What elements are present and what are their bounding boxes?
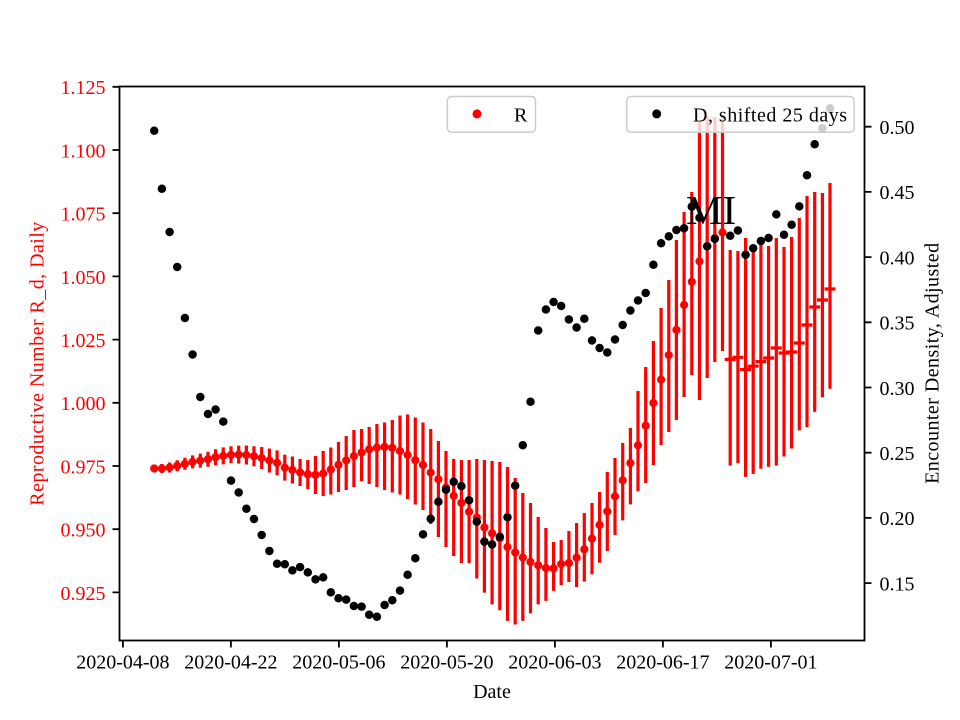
svg-text:0.925: 0.925 (61, 583, 106, 605)
svg-text:0.20: 0.20 (880, 508, 915, 530)
svg-text:Reproductive Number R_d, Daily: Reproductive Number R_d, Daily (27, 222, 49, 506)
svg-text:D, shifted 25 days: D, shifted 25 days (693, 104, 847, 126)
svg-text:0.25: 0.25 (880, 443, 915, 465)
svg-text:0.45: 0.45 (880, 182, 915, 204)
svg-text:Date: Date (473, 681, 511, 703)
svg-text:2020-07-01: 2020-07-01 (724, 651, 817, 673)
svg-text:0.30: 0.30 (880, 378, 915, 400)
svg-text:0.975: 0.975 (61, 456, 106, 478)
svg-text:1.100: 1.100 (61, 140, 106, 162)
svg-text:0.50: 0.50 (880, 117, 915, 139)
svg-text:0.15: 0.15 (880, 573, 915, 595)
svg-text:2020-05-20: 2020-05-20 (400, 651, 493, 673)
svg-text:2020-06-17: 2020-06-17 (616, 651, 709, 673)
svg-text:1.050: 1.050 (61, 267, 106, 289)
svg-text:1.000: 1.000 (61, 393, 106, 415)
svg-text:1.075: 1.075 (61, 204, 106, 226)
svg-text:0.35: 0.35 (880, 313, 915, 335)
svg-text:Encounter Density, Adjusted: Encounter Density, Adjusted (922, 243, 944, 484)
svg-text:0.40: 0.40 (880, 247, 915, 269)
svg-text:2020-04-08: 2020-04-08 (76, 651, 169, 673)
svg-text:1.125: 1.125 (61, 77, 106, 99)
svg-text:MI: MI (686, 187, 736, 233)
svg-text:2020-06-03: 2020-06-03 (508, 651, 601, 673)
svg-text:R: R (514, 104, 528, 126)
svg-text:2020-04-22: 2020-04-22 (184, 651, 277, 673)
svg-text:0.950: 0.950 (61, 520, 106, 542)
svg-text:1.025: 1.025 (61, 330, 106, 352)
svg-text:2020-05-06: 2020-05-06 (292, 651, 385, 673)
